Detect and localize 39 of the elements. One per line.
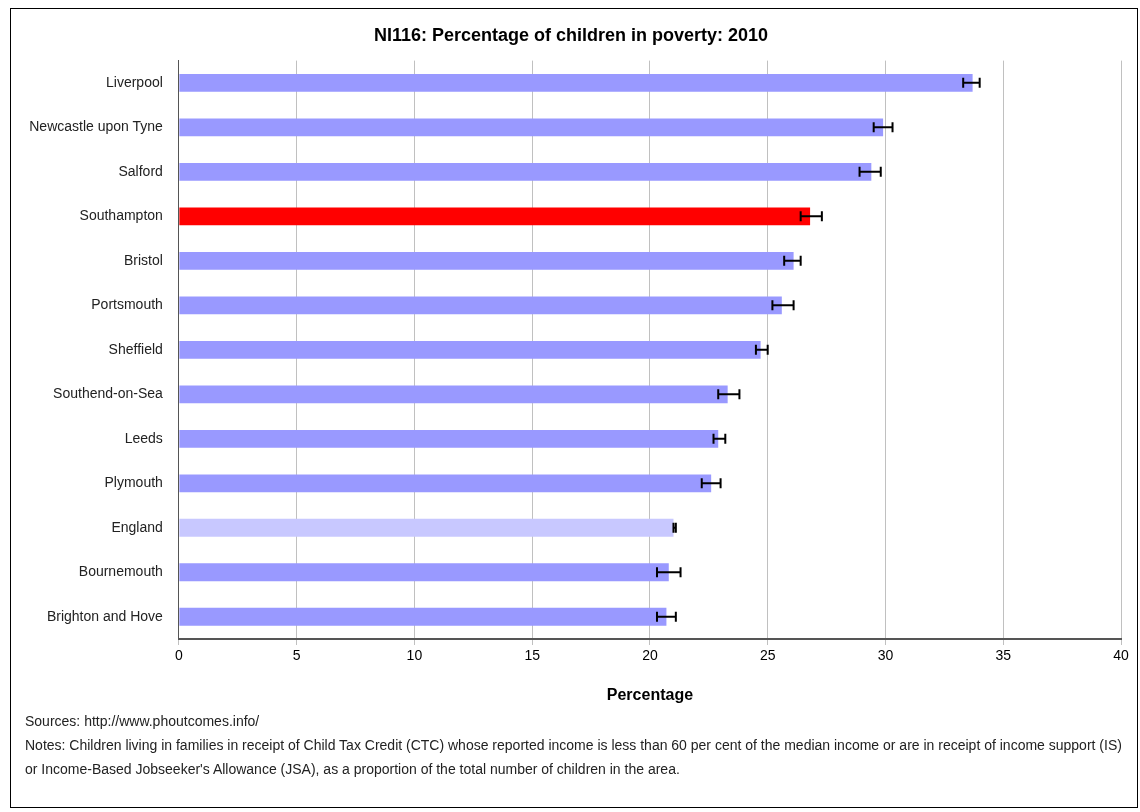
bar — [179, 162, 872, 181]
x-tick-label: 35 — [995, 647, 1012, 664]
bar — [179, 607, 667, 626]
y-tick-label: Bournemouth — [78, 563, 163, 580]
y-tick-label: Leeds — [124, 429, 163, 446]
bar — [179, 118, 884, 137]
y-tick-label: Brighton and Hove — [46, 607, 164, 624]
source-note: Sources: http://www.phoutcomes.info/ — [25, 712, 261, 731]
x-tick-label: 25 — [759, 647, 776, 664]
x-tick-label: 0 — [174, 647, 183, 664]
bar — [179, 340, 761, 359]
x-tick-label: 30 — [877, 647, 894, 664]
y-tick-label: Southend-on-Sea — [53, 385, 164, 402]
bar — [179, 251, 794, 270]
bar — [179, 296, 782, 315]
bar — [179, 429, 719, 448]
x-axis-title: Percentage — [606, 685, 694, 703]
y-tick-label: Southampton — [79, 207, 163, 224]
bar — [179, 385, 728, 404]
bar — [179, 563, 669, 582]
x-tick-label: 15 — [524, 647, 541, 664]
x-tick-label: 20 — [642, 647, 658, 664]
bar — [179, 73, 973, 92]
x-tick-label: 10 — [406, 647, 423, 664]
y-tick-label: Sheffield — [108, 340, 163, 357]
y-tick-label: Portsmouth — [91, 296, 163, 313]
bar — [179, 518, 674, 537]
y-tick-label: Salford — [118, 162, 163, 179]
y-tick-label: England — [111, 518, 163, 535]
x-tick-label: 5 — [292, 647, 301, 664]
bar — [179, 474, 712, 493]
x-tick-label: 40 — [1113, 647, 1129, 664]
chart-title: NI116: Percentage of children in poverty: 2010 — [373, 24, 769, 45]
text: Notes: Children living in families in receipt of Child Tax Credit (CTC) whose reported income is less than 60 per cent of the median income or are in receipt of income support (IS) or Income-Based Jobseeker's Allowance (JSA), as a proportion of the total number of children in the area. — [25, 736, 1123, 779]
y-tick-label: Bristol — [123, 251, 163, 268]
y-tick-label: Liverpool — [106, 73, 163, 90]
y-tick-label: Newcastle upon Tyne — [29, 118, 164, 135]
y-tick-label: Plymouth — [104, 474, 163, 491]
bar — [179, 207, 811, 226]
